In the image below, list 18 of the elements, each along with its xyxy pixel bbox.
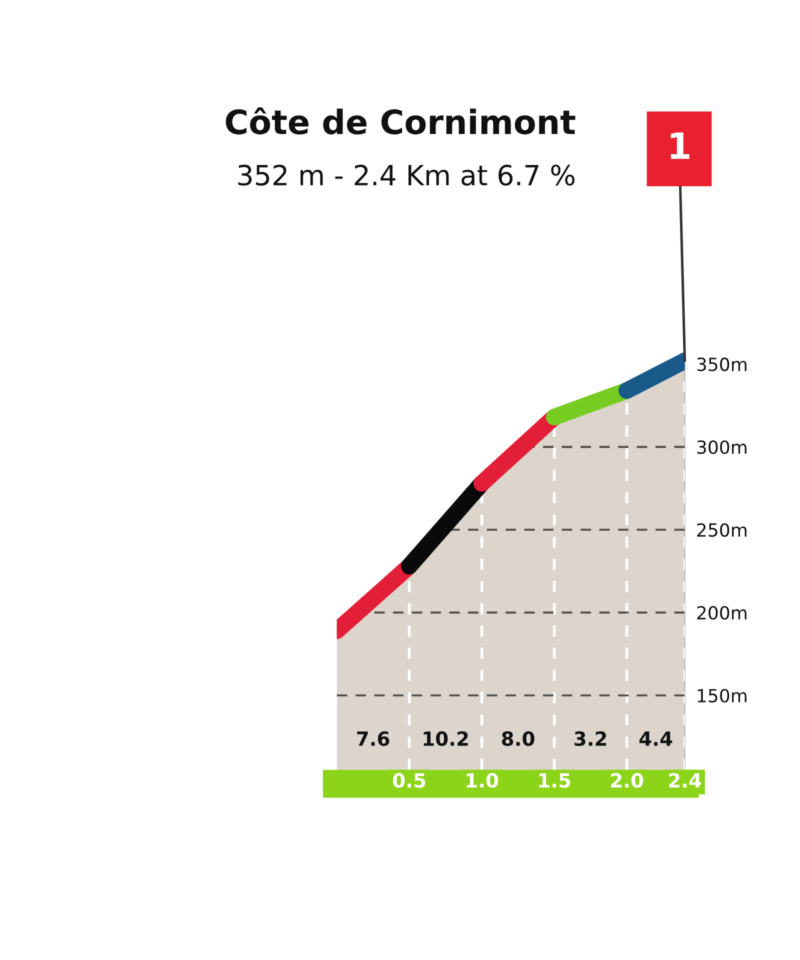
annotation: 3.2 — [574, 731, 606, 746]
x-tick-label: 0.5 — [393, 773, 426, 788]
chart-title: Côte de Cornimont — [226, 107, 576, 134]
annotation: 7.6 — [357, 731, 390, 746]
annotation: 10.2 — [424, 731, 468, 746]
y-tick-label: 250m — [697, 523, 746, 537]
chart-subtitle: 352 m - 2.4 Km at 6.7 % — [238, 164, 574, 186]
y-tick-label: 200m — [697, 606, 746, 620]
y-tick-label: 350m — [697, 358, 746, 372]
x-tick-label: 1.0 — [466, 773, 498, 788]
y-tick-label: 150m — [698, 688, 746, 702]
x-tick-label: 1.5 — [539, 773, 570, 788]
annotation: 4.4 — [639, 732, 672, 746]
annotation: 8.0 — [502, 731, 534, 746]
text: 1 — [670, 132, 690, 159]
x-tick-label: 2.4 — [669, 773, 702, 788]
y-tick-label: 300m — [697, 440, 746, 454]
x-tick-label: 2.0 — [611, 773, 644, 788]
